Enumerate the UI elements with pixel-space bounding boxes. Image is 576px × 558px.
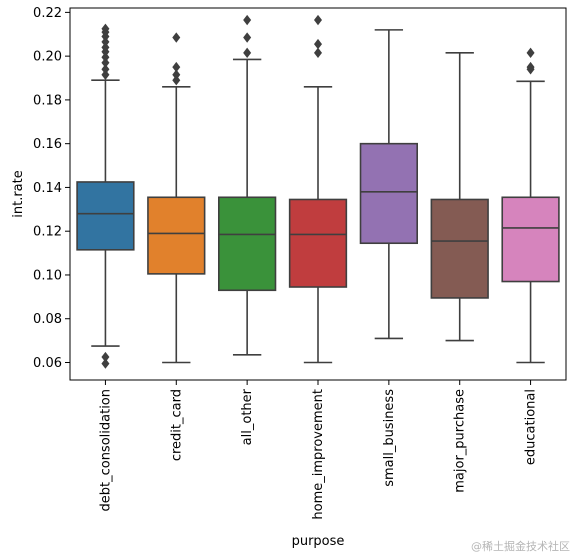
outlier-point — [243, 32, 252, 43]
x-tick-label: all_other — [240, 388, 255, 445]
outlier-point — [243, 14, 252, 26]
y-tick-label: 0.06 — [33, 356, 62, 371]
box-debt-consolidation — [76, 23, 135, 369]
y-tick-label: 0.16 — [33, 137, 62, 152]
x-axis: debt_consolidation credit_card all_other ho… — [98, 380, 539, 520]
outlier-point — [172, 61, 181, 73]
outlier-point — [101, 52, 110, 63]
outlier-point — [526, 47, 535, 59]
iqr-box — [430, 198, 489, 299]
y-tick-label: 0.14 — [33, 181, 62, 196]
y-axis: 0.06 0.08 0.10 0.12 0.14 0.16 0.18 0.20 0.22 — [33, 6, 70, 371]
outlier-point — [314, 38, 322, 50]
outlier-point — [101, 23, 110, 34]
x-tick-label: home_improvement — [311, 389, 326, 520]
y-tick-label: 0.08 — [33, 312, 62, 327]
y-tick-label: 0.22 — [33, 6, 62, 21]
x-tick-label: educational — [524, 389, 539, 465]
box-home-improvement — [288, 14, 348, 364]
iqr-box — [147, 196, 206, 275]
x-tick-label: major_purchase — [453, 389, 468, 493]
outlier-point — [101, 36, 110, 48]
plot-frame — [69, 7, 567, 381]
iqr-box — [218, 196, 277, 292]
x-tick-label: debt_consolidation — [98, 389, 113, 512]
outlier-point — [101, 64, 110, 75]
box-small-business — [359, 29, 418, 340]
outlier-point — [101, 57, 110, 68]
outlier-point — [172, 32, 181, 43]
y-tick-label: 0.20 — [33, 50, 62, 65]
outlier-point — [101, 42, 110, 53]
iqr-box — [76, 181, 135, 251]
y-tick-label: 0.10 — [33, 268, 62, 283]
iqr-box — [501, 196, 560, 283]
y-tick-label: 0.12 — [33, 225, 62, 240]
iqr-box — [288, 198, 348, 288]
outlier-point — [101, 358, 110, 369]
box-major-purchase — [430, 52, 489, 342]
box-educational — [501, 47, 560, 364]
y-tick-label: 0.18 — [33, 93, 62, 108]
x-axis-label: purpose — [292, 534, 345, 549]
outlier-point — [314, 47, 322, 59]
iqr-box — [359, 142, 418, 245]
box-all-other — [218, 14, 277, 356]
outlier-point — [172, 75, 181, 86]
outlier-point — [101, 69, 110, 80]
outlier-point — [243, 47, 252, 59]
x-tick-label: credit_card — [169, 389, 184, 461]
outlier-point — [172, 69, 181, 80]
outlier-point — [314, 14, 322, 26]
outlier-point — [526, 61, 535, 73]
box-credit-card — [147, 32, 206, 364]
watermark: @稀土掘金技术社区 — [471, 540, 570, 553]
box-group — [76, 14, 560, 369]
y-axis-label: int.rate — [11, 170, 26, 218]
outlier-point — [101, 351, 110, 363]
x-tick-label: small_business — [382, 389, 397, 487]
